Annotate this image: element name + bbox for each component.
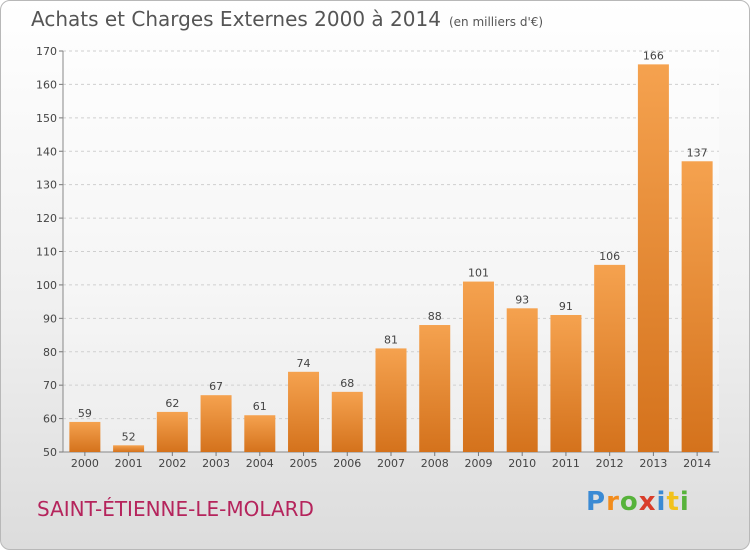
data-label: 81 — [384, 333, 398, 346]
bar — [462, 281, 494, 452]
x-tick-label: 2014 — [683, 457, 711, 470]
x-tick-label: 2012 — [596, 457, 624, 470]
bar — [637, 64, 669, 452]
y-tick-label: 90 — [43, 312, 57, 325]
bar — [156, 411, 188, 452]
x-tick-label: 2008 — [421, 457, 449, 470]
x-tick-label: 2009 — [464, 457, 492, 470]
data-label: 101 — [468, 267, 489, 280]
data-label: 62 — [165, 397, 179, 410]
logo-letter: i — [679, 487, 690, 517]
y-tick-label: 130 — [36, 179, 57, 192]
x-tick-label: 2000 — [71, 457, 99, 470]
chart-subtitle: (en milliers d'€) — [448, 15, 544, 29]
data-label: 52 — [122, 430, 136, 443]
data-label: 68 — [340, 377, 354, 390]
logo-letter: x — [638, 487, 657, 517]
y-tick-label: 110 — [36, 246, 57, 259]
x-tick-label: 2006 — [333, 457, 361, 470]
logo-letter: o — [619, 487, 639, 517]
logo-letter: P — [586, 487, 607, 517]
y-tick-label: 140 — [36, 145, 57, 158]
data-label: 93 — [515, 293, 529, 306]
x-tick-label: 2013 — [639, 457, 667, 470]
bar — [419, 325, 451, 452]
logo-letter: i — [656, 487, 667, 517]
x-tick-label: 2010 — [508, 457, 536, 470]
y-tick-label: 120 — [36, 212, 57, 225]
y-tick-label: 50 — [43, 446, 57, 459]
y-tick-label: 70 — [43, 379, 57, 392]
data-label: 61 — [253, 400, 267, 413]
data-label: 88 — [428, 310, 442, 323]
bar — [550, 314, 582, 452]
proxiti-logo[interactable]: Proxiti — [586, 487, 690, 517]
chart-title-text: Achats et Charges Externes 2000 à 2014 — [31, 7, 441, 31]
data-label: 137 — [687, 146, 708, 159]
bar — [681, 161, 713, 452]
logo-letter: t — [666, 487, 680, 517]
chart-title: Achats et Charges Externes 2000 à 2014 (e… — [31, 7, 543, 31]
y-tick-label: 150 — [36, 112, 57, 125]
x-tick-label: 2002 — [158, 457, 186, 470]
bar — [288, 371, 320, 452]
y-tick-label: 80 — [43, 346, 57, 359]
x-tick-label: 2007 — [377, 457, 405, 470]
bar — [375, 348, 407, 452]
data-label: 91 — [559, 300, 573, 313]
bar — [69, 421, 101, 452]
y-tick-label: 170 — [36, 45, 57, 58]
bar — [244, 415, 276, 452]
logo-letter: r — [606, 487, 620, 517]
x-tick-label: 2001 — [115, 457, 143, 470]
data-label: 106 — [599, 250, 620, 263]
x-tick-label: 2005 — [290, 457, 318, 470]
y-tick-label: 60 — [43, 413, 57, 426]
bar — [200, 395, 232, 452]
data-label: 166 — [643, 49, 664, 62]
x-tick-label: 2011 — [552, 457, 580, 470]
data-label: 67 — [209, 380, 223, 393]
y-tick-label: 160 — [36, 78, 57, 91]
bar — [506, 308, 538, 452]
location-name: SAINT-ÉTIENNE-LE-MOLARD — [37, 497, 314, 521]
x-tick-label: 2003 — [202, 457, 230, 470]
bar — [331, 391, 363, 452]
data-label: 59 — [78, 407, 92, 420]
bar — [113, 445, 145, 452]
data-label: 74 — [297, 357, 311, 370]
y-tick-label: 100 — [36, 279, 57, 292]
bar — [594, 264, 626, 452]
x-tick-label: 2004 — [246, 457, 274, 470]
